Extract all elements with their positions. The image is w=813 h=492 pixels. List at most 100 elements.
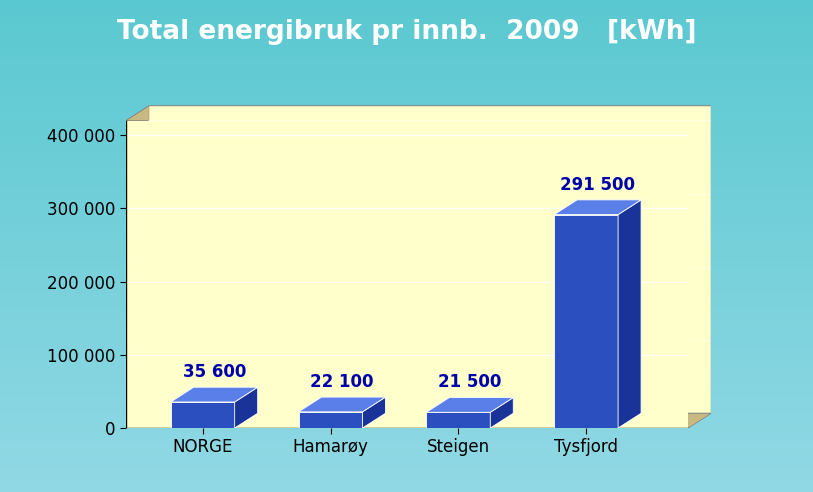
Bar: [0, 251, 813, 253]
Bar: [0, 406, 813, 408]
Bar: [0, 384, 813, 386]
Bar: [0, 261, 813, 263]
Bar: [0, 268, 813, 271]
Bar: [0, 54, 813, 57]
Bar: [0, 12, 813, 15]
Bar: [0, 214, 813, 216]
Bar: [0, 371, 813, 374]
Bar: [0, 7, 813, 10]
Bar: [0, 27, 813, 30]
Bar: [0, 401, 813, 403]
Bar: [0, 374, 813, 376]
Polygon shape: [298, 412, 363, 428]
Bar: [0, 197, 813, 199]
Bar: [0, 155, 813, 157]
Bar: [0, 381, 813, 384]
Bar: [0, 394, 813, 396]
Bar: [0, 430, 813, 433]
Bar: [0, 246, 813, 248]
Bar: [0, 138, 813, 140]
Bar: [0, 167, 813, 170]
Bar: [0, 118, 813, 121]
Bar: [0, 108, 813, 111]
Bar: [0, 160, 813, 162]
Bar: [0, 157, 813, 160]
Bar: [0, 175, 813, 177]
Bar: [0, 37, 813, 39]
Bar: [0, 416, 813, 418]
Bar: [0, 480, 813, 482]
Bar: [0, 231, 813, 234]
Bar: [0, 20, 813, 22]
Bar: [0, 71, 813, 74]
Bar: [0, 285, 813, 288]
Bar: [0, 59, 813, 62]
Bar: [0, 443, 813, 445]
Bar: [0, 133, 813, 135]
Bar: [0, 199, 813, 202]
Bar: [0, 325, 813, 327]
Bar: [0, 482, 813, 485]
Bar: [0, 339, 813, 342]
Bar: [0, 116, 813, 118]
Bar: [0, 396, 813, 399]
Bar: [0, 310, 813, 312]
Bar: [0, 423, 813, 426]
Bar: [0, 470, 813, 472]
Bar: [0, 315, 813, 317]
Bar: [0, 162, 813, 165]
Bar: [0, 113, 813, 116]
Bar: [0, 96, 813, 98]
Bar: [0, 298, 813, 300]
Bar: [0, 140, 813, 143]
Bar: [0, 76, 813, 79]
Bar: [0, 86, 813, 89]
Bar: [0, 187, 813, 189]
Bar: [0, 209, 813, 212]
Bar: [0, 241, 813, 244]
Bar: [0, 450, 813, 453]
Bar: [0, 150, 813, 153]
Bar: [0, 337, 813, 339]
Bar: [0, 330, 813, 332]
Bar: [0, 44, 813, 47]
Bar: [0, 364, 813, 367]
Bar: [0, 467, 813, 470]
Bar: [0, 438, 813, 440]
Polygon shape: [298, 397, 385, 412]
Bar: [0, 448, 813, 450]
Text: 35 600: 35 600: [182, 363, 246, 381]
Bar: [0, 125, 813, 128]
Bar: [0, 465, 813, 467]
Bar: [0, 293, 813, 295]
Bar: [0, 472, 813, 475]
Bar: [0, 39, 813, 42]
Bar: [0, 276, 813, 278]
Bar: [0, 219, 813, 221]
Bar: [0, 359, 813, 362]
Text: 21 500: 21 500: [438, 373, 502, 392]
Bar: [0, 428, 813, 430]
Bar: [0, 445, 813, 448]
Bar: [0, 300, 813, 303]
Polygon shape: [149, 106, 711, 413]
Bar: [0, 440, 813, 443]
Bar: [0, 477, 813, 480]
Bar: [0, 433, 813, 435]
Bar: [0, 283, 813, 285]
Bar: [0, 145, 813, 148]
Bar: [0, 244, 813, 246]
Bar: [0, 421, 813, 423]
Bar: [0, 376, 813, 379]
Bar: [0, 89, 813, 91]
Bar: [0, 74, 813, 76]
Bar: [0, 79, 813, 81]
Bar: [0, 221, 813, 224]
Bar: [0, 189, 813, 192]
Bar: [0, 135, 813, 138]
Polygon shape: [126, 106, 149, 428]
Bar: [0, 386, 813, 389]
Bar: [0, 194, 813, 197]
Text: Total energibruk pr innb.  2009   [kWh]: Total energibruk pr innb. 2009 [kWh]: [117, 19, 696, 45]
Bar: [0, 224, 813, 226]
